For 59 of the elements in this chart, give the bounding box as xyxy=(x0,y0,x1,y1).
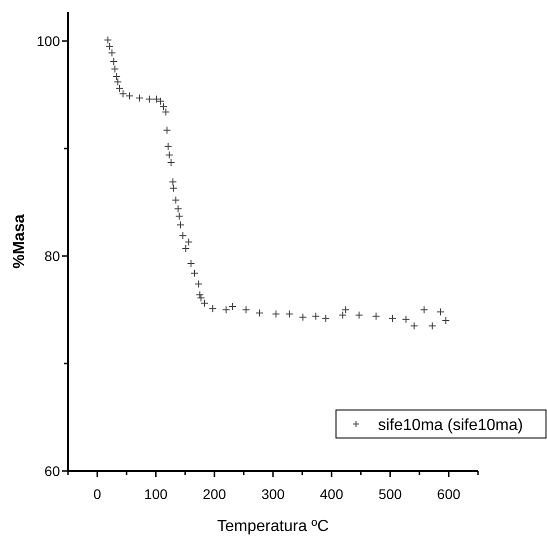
point xyxy=(222,306,230,314)
point xyxy=(110,64,119,73)
point xyxy=(436,308,445,316)
x-axis-title: Temperatura ºC xyxy=(217,518,329,535)
point xyxy=(194,280,203,288)
point xyxy=(126,92,134,100)
point xyxy=(169,184,178,192)
point xyxy=(285,310,294,318)
point xyxy=(342,306,350,314)
point xyxy=(228,302,237,311)
point xyxy=(182,244,190,252)
x-tick-label: 400 xyxy=(320,486,344,502)
point xyxy=(110,57,118,66)
point xyxy=(178,232,187,240)
point xyxy=(196,290,204,299)
point xyxy=(208,304,217,313)
point xyxy=(442,316,450,325)
point xyxy=(165,150,174,159)
point xyxy=(104,36,112,44)
point xyxy=(187,260,195,268)
point xyxy=(272,310,280,318)
point xyxy=(106,42,114,50)
y-tick-label: 80 xyxy=(44,248,60,264)
x-tick-label: 600 xyxy=(437,486,461,502)
point xyxy=(298,313,307,322)
point xyxy=(242,306,250,314)
point xyxy=(338,311,347,320)
legend-label: sife10ma (sife10ma) xyxy=(378,417,523,434)
x-tick-label: 200 xyxy=(202,486,226,502)
point xyxy=(372,312,380,320)
point xyxy=(172,196,180,204)
point xyxy=(190,269,199,278)
point xyxy=(176,220,184,229)
x-tick-label: 500 xyxy=(378,486,402,502)
y-tick-label: 100 xyxy=(36,33,60,50)
point xyxy=(162,126,171,134)
point xyxy=(428,322,436,330)
point xyxy=(420,306,428,314)
point xyxy=(175,212,184,220)
x-tick-label: 100 xyxy=(144,486,168,502)
y-axis-title: %Masa xyxy=(11,214,28,269)
point xyxy=(167,158,176,166)
point xyxy=(322,314,330,322)
point xyxy=(145,95,154,104)
x-tick-label: 0 xyxy=(93,486,102,502)
point xyxy=(355,311,364,320)
point xyxy=(256,308,264,317)
x-tick-label: 300 xyxy=(261,486,285,502)
point xyxy=(135,94,144,102)
point xyxy=(164,142,172,150)
point xyxy=(184,238,193,246)
point xyxy=(174,204,182,213)
point xyxy=(410,322,418,330)
point xyxy=(312,312,320,320)
point xyxy=(402,315,410,324)
point xyxy=(168,178,177,186)
point xyxy=(388,314,396,322)
y-tick-label: 60 xyxy=(44,463,60,479)
point xyxy=(108,48,116,57)
